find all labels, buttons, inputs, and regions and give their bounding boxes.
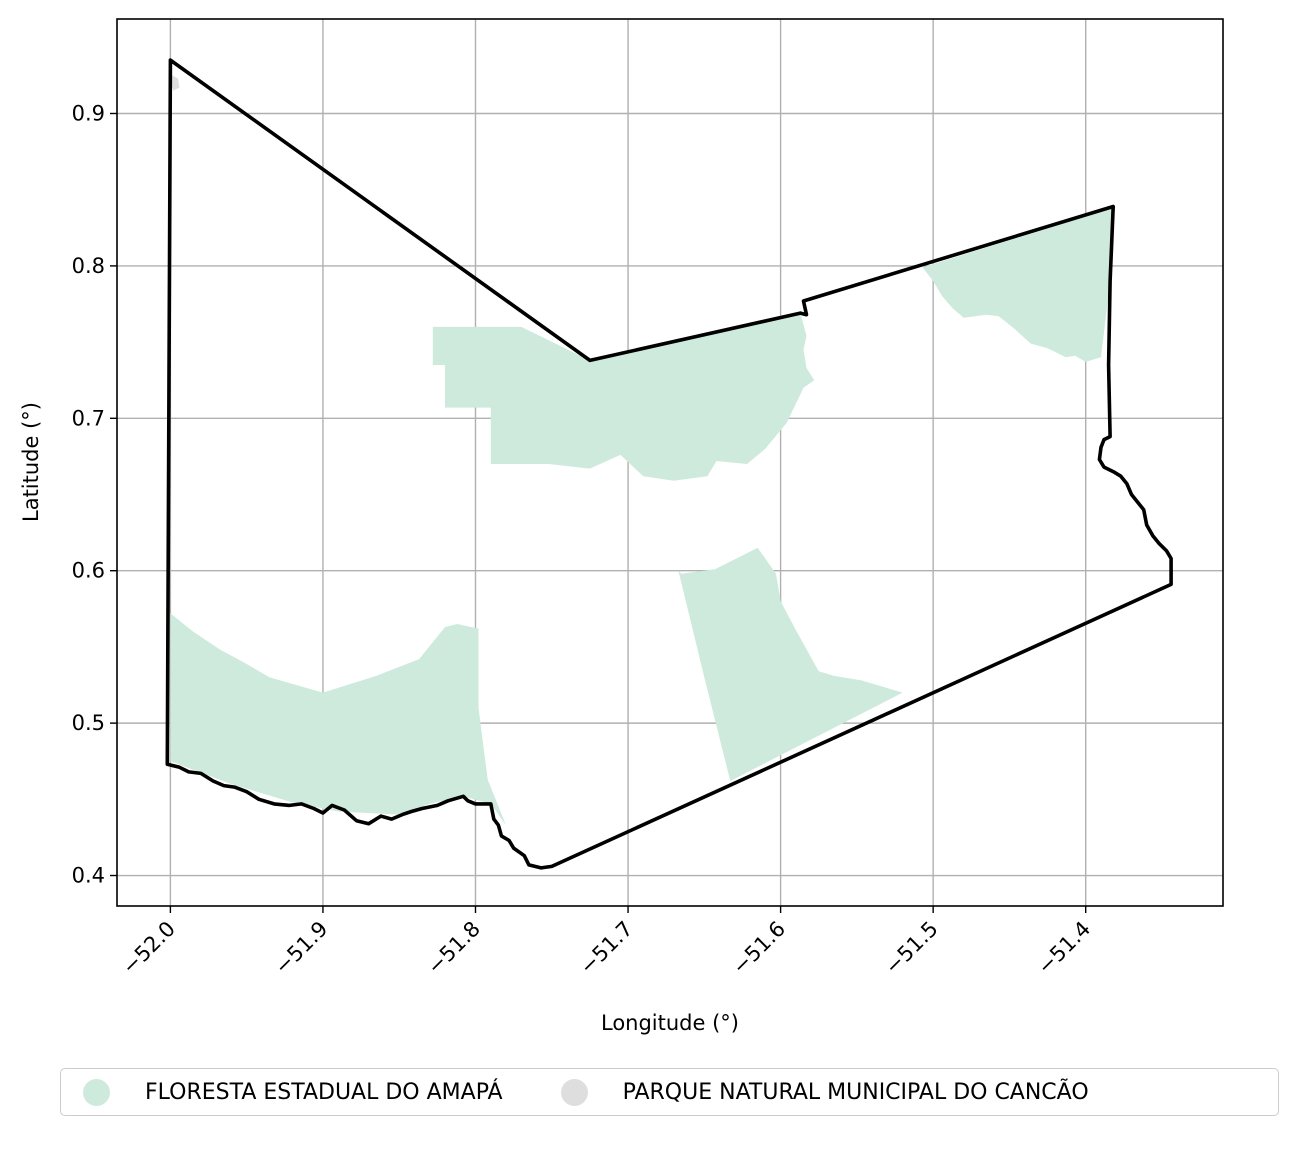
legend-label-floresta: FLORESTA ESTADUAL DO AMAPÁ [145,1080,503,1105]
x-axis-title: Longitude (°) [601,1011,739,1035]
x-tick-label-3: −51.7 [575,917,637,979]
legend-item-floresta: FLORESTA ESTADUAL DO AMAPÁ [83,1069,503,1115]
legend-item-parque: PARQUE NATURAL MUNICIPAL DO CANCÃO [561,1069,1089,1115]
y-tick-label-4: 0.8 [72,254,105,278]
legend-marker-parque [561,1079,588,1106]
x-tick-label-2: −51.8 [423,917,485,979]
legend-marker-floresta [83,1079,110,1106]
parque-area-0 [172,75,180,90]
x-tick-label-6: −51.4 [1033,917,1095,979]
floresta-area-3 [170,613,506,825]
y-tick-label-0: 0.4 [72,864,105,888]
x-tick-label-5: −51.5 [880,917,942,979]
y-axis-title: Latitude (°) [19,402,43,522]
x-tick-label-4: −51.6 [728,917,790,979]
y-tick-label-3: 0.7 [72,406,105,430]
protected-areas-layer [170,75,1113,825]
x-tick-label-0: −52.0 [117,917,179,979]
y-tick-label-2: 0.6 [72,559,105,583]
x-tick-label-1: −51.9 [270,917,332,979]
legend-label-parque: PARQUE NATURAL MUNICIPAL DO CANCÃO [623,1080,1089,1105]
y-tick-label-5: 0.9 [72,101,105,125]
y-axis-ticks: 0.4 0.5 0.6 0.7 0.8 0.9 [72,101,117,887]
floresta-area-0 [433,313,814,481]
floresta-area-2 [678,548,902,781]
y-tick-label-1: 0.5 [72,711,105,735]
x-axis-ticks: −52.0 −51.9 −51.8 −51.7 −51.6 −51.5 −51.4 [117,906,1095,979]
floresta-area-1 [923,208,1114,362]
legend: FLORESTA ESTADUAL DO AMAPÁ PARQUE NATURA… [60,1068,1279,1116]
map-figure: −52.0 −51.9 −51.8 −51.7 −51.6 −51.5 −51.4 0.40… [0,0,1300,1050]
